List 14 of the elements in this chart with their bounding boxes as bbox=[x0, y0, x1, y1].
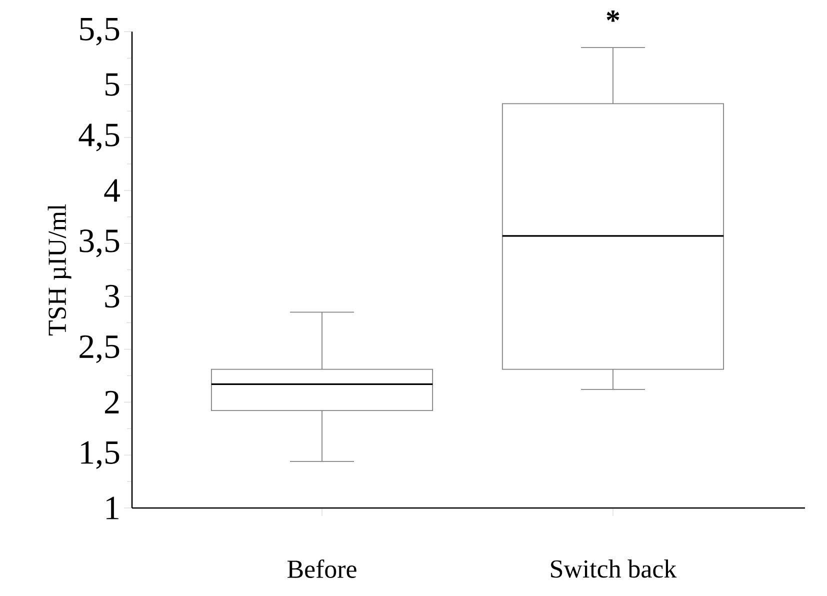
x-tick-label: Before bbox=[288, 560, 356, 578]
y-tick-label: 2 bbox=[105, 390, 119, 414]
y-tick-label: 5 bbox=[106, 73, 120, 96]
y-tick-label: 3 bbox=[105, 284, 120, 308]
y-tick-label: 4,5 bbox=[78, 124, 120, 152]
y-tick-label: 5,5 bbox=[80, 18, 120, 46]
x-tick-label: Switch back bbox=[551, 560, 677, 578]
y-axis-title: TSH µIU/ml bbox=[48, 204, 72, 336]
y-tick-label: 4 bbox=[104, 179, 120, 202]
y-tick-label: 1 bbox=[106, 496, 118, 520]
y-tick-label: 3,5 bbox=[80, 230, 120, 258]
y-tick-label: 1,5 bbox=[81, 441, 120, 469]
y-tick-label: 2,5 bbox=[80, 335, 120, 364]
text: * bbox=[606, 10, 620, 22]
